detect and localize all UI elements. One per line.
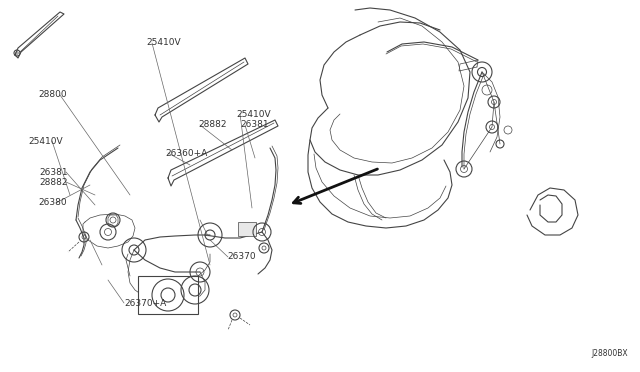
Text: 28882: 28882 — [198, 120, 227, 129]
Text: 25410V: 25410V — [29, 137, 63, 146]
Bar — [138, 276, 198, 314]
Text: 26380: 26380 — [38, 198, 67, 207]
Bar — [238, 222, 256, 236]
Text: 25410V: 25410V — [146, 38, 180, 47]
Text: 26360+A: 26360+A — [165, 149, 207, 158]
Text: 26370: 26370 — [227, 252, 256, 261]
Text: 25410V: 25410V — [237, 110, 271, 119]
Text: 26370+A: 26370+A — [125, 299, 167, 308]
Text: J28800BX: J28800BX — [591, 349, 628, 358]
Text: 26381: 26381 — [240, 120, 269, 129]
Text: 28882: 28882 — [40, 178, 68, 187]
Text: 26381: 26381 — [40, 168, 68, 177]
Text: 28800: 28800 — [38, 90, 67, 99]
